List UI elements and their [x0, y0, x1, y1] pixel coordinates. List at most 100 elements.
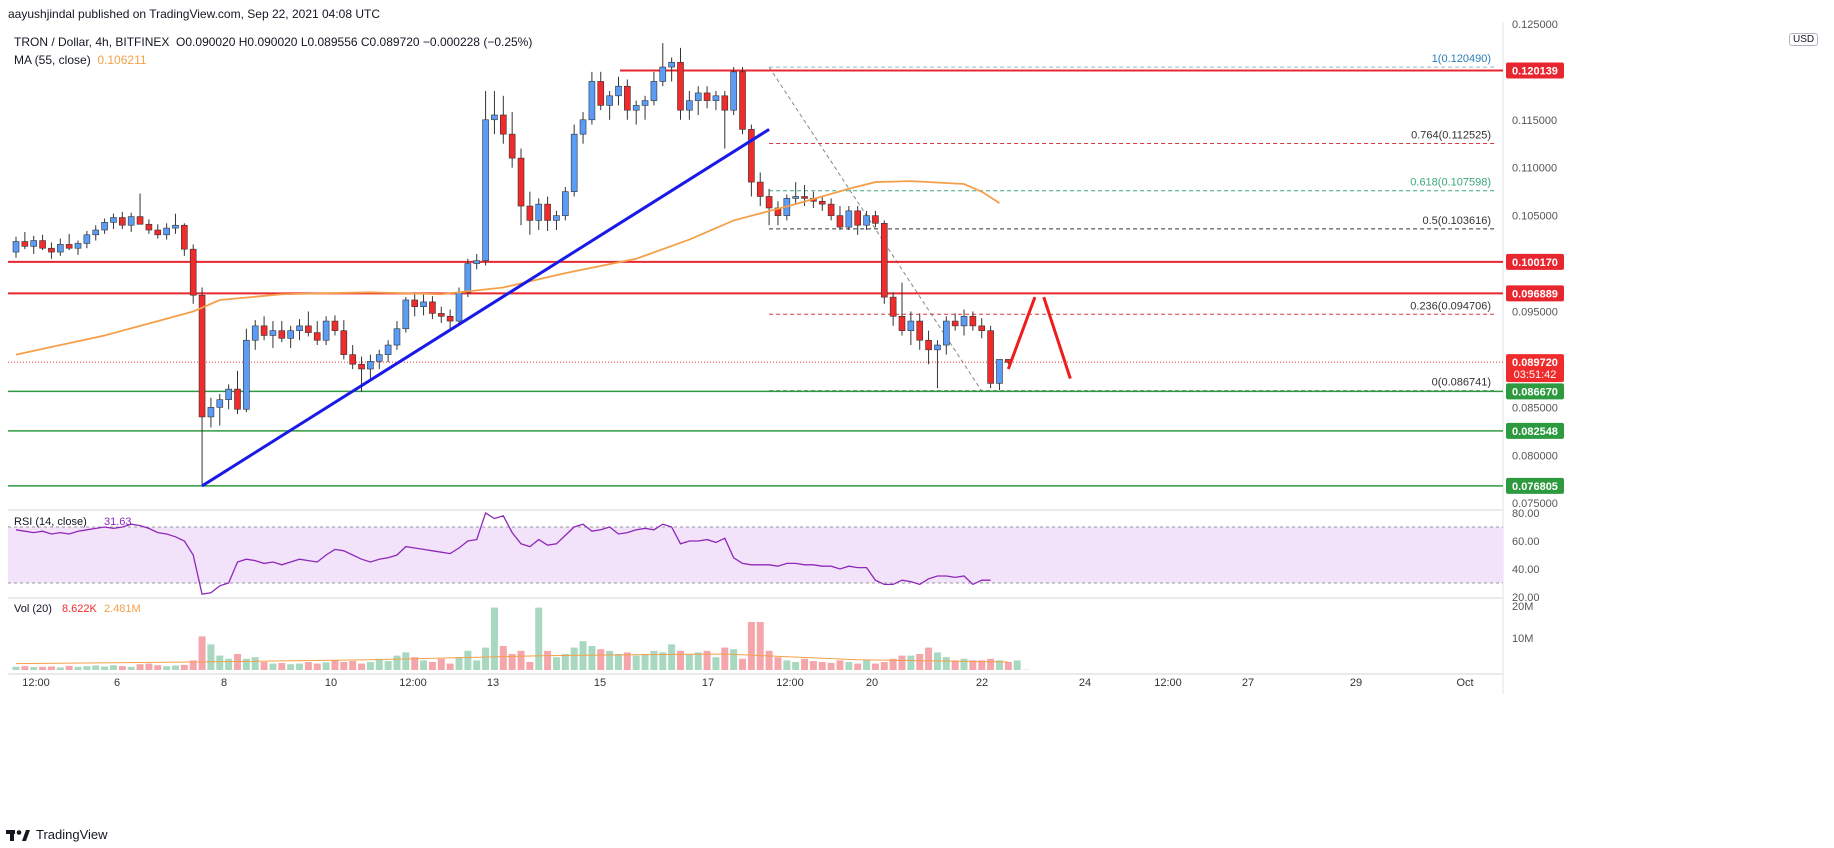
volume-bar[interactable]: [482, 647, 490, 670]
volume-bar[interactable]: [987, 658, 995, 670]
volume-bar[interactable]: [163, 666, 171, 670]
volume-bar[interactable]: [109, 665, 117, 670]
candle[interactable]: [579, 119, 587, 135]
candle[interactable]: [827, 203, 835, 216]
candle[interactable]: [517, 157, 525, 207]
candle[interactable]: [544, 203, 551, 221]
candle[interactable]: [154, 229, 162, 236]
volume-bar[interactable]: [552, 657, 560, 670]
volume-bar[interactable]: [685, 654, 693, 670]
candle[interactable]: [340, 330, 348, 355]
candle[interactable]: [570, 133, 578, 192]
symbol-name[interactable]: TRON / Dollar, 4h, BITFINEX: [14, 35, 170, 49]
candle[interactable]: [606, 95, 613, 106]
candle[interactable]: [296, 325, 303, 331]
candle[interactable]: [686, 100, 693, 111]
candle[interactable]: [136, 216, 144, 225]
volume-bar[interactable]: [898, 655, 906, 670]
volume-bar[interactable]: [92, 665, 100, 670]
currency-badge[interactable]: USD: [1789, 33, 1819, 46]
candle[interactable]: [446, 315, 454, 322]
volume-bar[interactable]: [951, 660, 959, 670]
candle[interactable]: [101, 222, 108, 231]
volume-bar[interactable]: [703, 650, 711, 670]
candle[interactable]: [473, 260, 481, 264]
candle[interactable]: [331, 320, 339, 331]
candle[interactable]: [934, 344, 941, 351]
candle[interactable]: [349, 354, 356, 365]
volume-bar[interactable]: [101, 666, 109, 670]
volume-bar[interactable]: [437, 658, 445, 670]
volume-bar[interactable]: [154, 665, 162, 670]
candle[interactable]: [792, 196, 799, 199]
volume-bar[interactable]: [269, 663, 277, 670]
candle[interactable]: [739, 71, 746, 130]
volume-bar[interactable]: [818, 662, 826, 670]
candle[interactable]: [402, 299, 410, 330]
candle[interactable]: [756, 181, 764, 197]
candle[interactable]: [694, 92, 702, 101]
volume-bar[interactable]: [473, 660, 481, 670]
volume-bar[interactable]: [234, 654, 241, 670]
volume-bar[interactable]: [606, 650, 614, 670]
candle[interactable]: [898, 315, 906, 331]
volume-bar[interactable]: [278, 662, 286, 670]
volume-bar[interactable]: [118, 666, 126, 670]
tradingview-logo[interactable]: TradingView: [6, 827, 108, 842]
candle[interactable]: [65, 244, 73, 249]
volume-bar[interactable]: [526, 662, 534, 670]
volume-bar[interactable]: [712, 657, 720, 670]
candle[interactable]: [384, 344, 392, 355]
volume-bar[interactable]: [880, 662, 888, 670]
candle[interactable]: [677, 61, 684, 111]
candle[interactable]: [562, 191, 569, 216]
candle[interactable]: [225, 388, 232, 400]
candle[interactable]: [863, 215, 870, 226]
candle[interactable]: [668, 61, 675, 68]
volume-bar[interactable]: [251, 657, 259, 670]
candle[interactable]: [482, 119, 489, 261]
volume-bar[interactable]: [21, 666, 29, 670]
candle[interactable]: [597, 81, 605, 106]
volume-bar[interactable]: [925, 647, 933, 670]
volume-bar[interactable]: [189, 660, 197, 670]
candle[interactable]: [996, 359, 1003, 384]
candle[interactable]: [83, 234, 91, 244]
volume-bar[interactable]: [969, 660, 977, 670]
volume-bar[interactable]: [1013, 660, 1021, 670]
volume-bar[interactable]: [65, 665, 73, 670]
volume-bar[interactable]: [756, 622, 764, 670]
volume-bar[interactable]: [313, 663, 321, 670]
volume-bar[interactable]: [535, 607, 543, 670]
candle[interactable]: [207, 407, 215, 418]
volume-bar[interactable]: [863, 660, 871, 670]
candle[interactable]: [872, 215, 879, 224]
volume-bar[interactable]: [349, 661, 357, 670]
volume-bar[interactable]: [827, 662, 835, 670]
candle[interactable]: [12, 241, 20, 253]
candle[interactable]: [322, 320, 330, 341]
volume-bar[interactable]: [570, 647, 578, 670]
candle[interactable]: [119, 217, 126, 226]
volume-bar[interactable]: [180, 664, 188, 670]
volume-bar[interactable]: [721, 647, 729, 670]
volume-bar[interactable]: [375, 658, 383, 670]
volume-bar[interactable]: [225, 658, 233, 670]
volume-bar[interactable]: [632, 655, 640, 670]
volume-bar[interactable]: [420, 660, 428, 670]
candle[interactable]: [127, 216, 135, 226]
volume-bar[interactable]: [47, 666, 55, 670]
candle[interactable]: [712, 95, 720, 101]
volume-bar[interactable]: [978, 660, 986, 670]
volume-bar[interactable]: [597, 649, 605, 670]
volume-bar[interactable]: [39, 666, 47, 670]
candle[interactable]: [499, 114, 507, 135]
volume-bar[interactable]: [304, 662, 312, 670]
volume-bar[interactable]: [145, 663, 153, 670]
volume-bar[interactable]: [242, 658, 250, 670]
volume-bar[interactable]: [668, 644, 676, 670]
candle[interactable]: [393, 328, 401, 346]
volume-bar[interactable]: [871, 663, 879, 670]
volume-bar[interactable]: [30, 667, 38, 670]
